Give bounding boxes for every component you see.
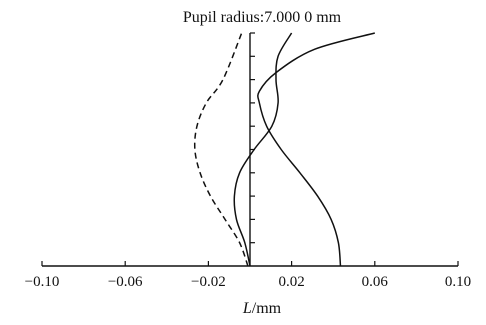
x-tick-label: 0.06 bbox=[362, 274, 389, 290]
series-line-3 bbox=[257, 32, 375, 267]
x-axis-label-unit: /mm bbox=[252, 300, 282, 317]
curves bbox=[193, 32, 375, 267]
x-tick-label: 0.02 bbox=[278, 274, 304, 290]
x-tick-label: 0.10 bbox=[445, 274, 471, 290]
x-axis-label: L/mm bbox=[242, 300, 282, 317]
x-tick-label: −0.10 bbox=[25, 274, 60, 290]
x-tick-label: −0.06 bbox=[108, 274, 143, 290]
chart-title: Pupil radius:7.000 0 mm bbox=[183, 9, 342, 26]
axes bbox=[41, 32, 459, 267]
series-line-1 bbox=[193, 32, 249, 267]
x-tick-label: −0.02 bbox=[191, 274, 226, 290]
x-axis-label-symbol: L bbox=[242, 300, 252, 317]
tick-labels: −0.10 −0.06 −0.02 0.02 0.06 0.10 bbox=[25, 274, 471, 290]
